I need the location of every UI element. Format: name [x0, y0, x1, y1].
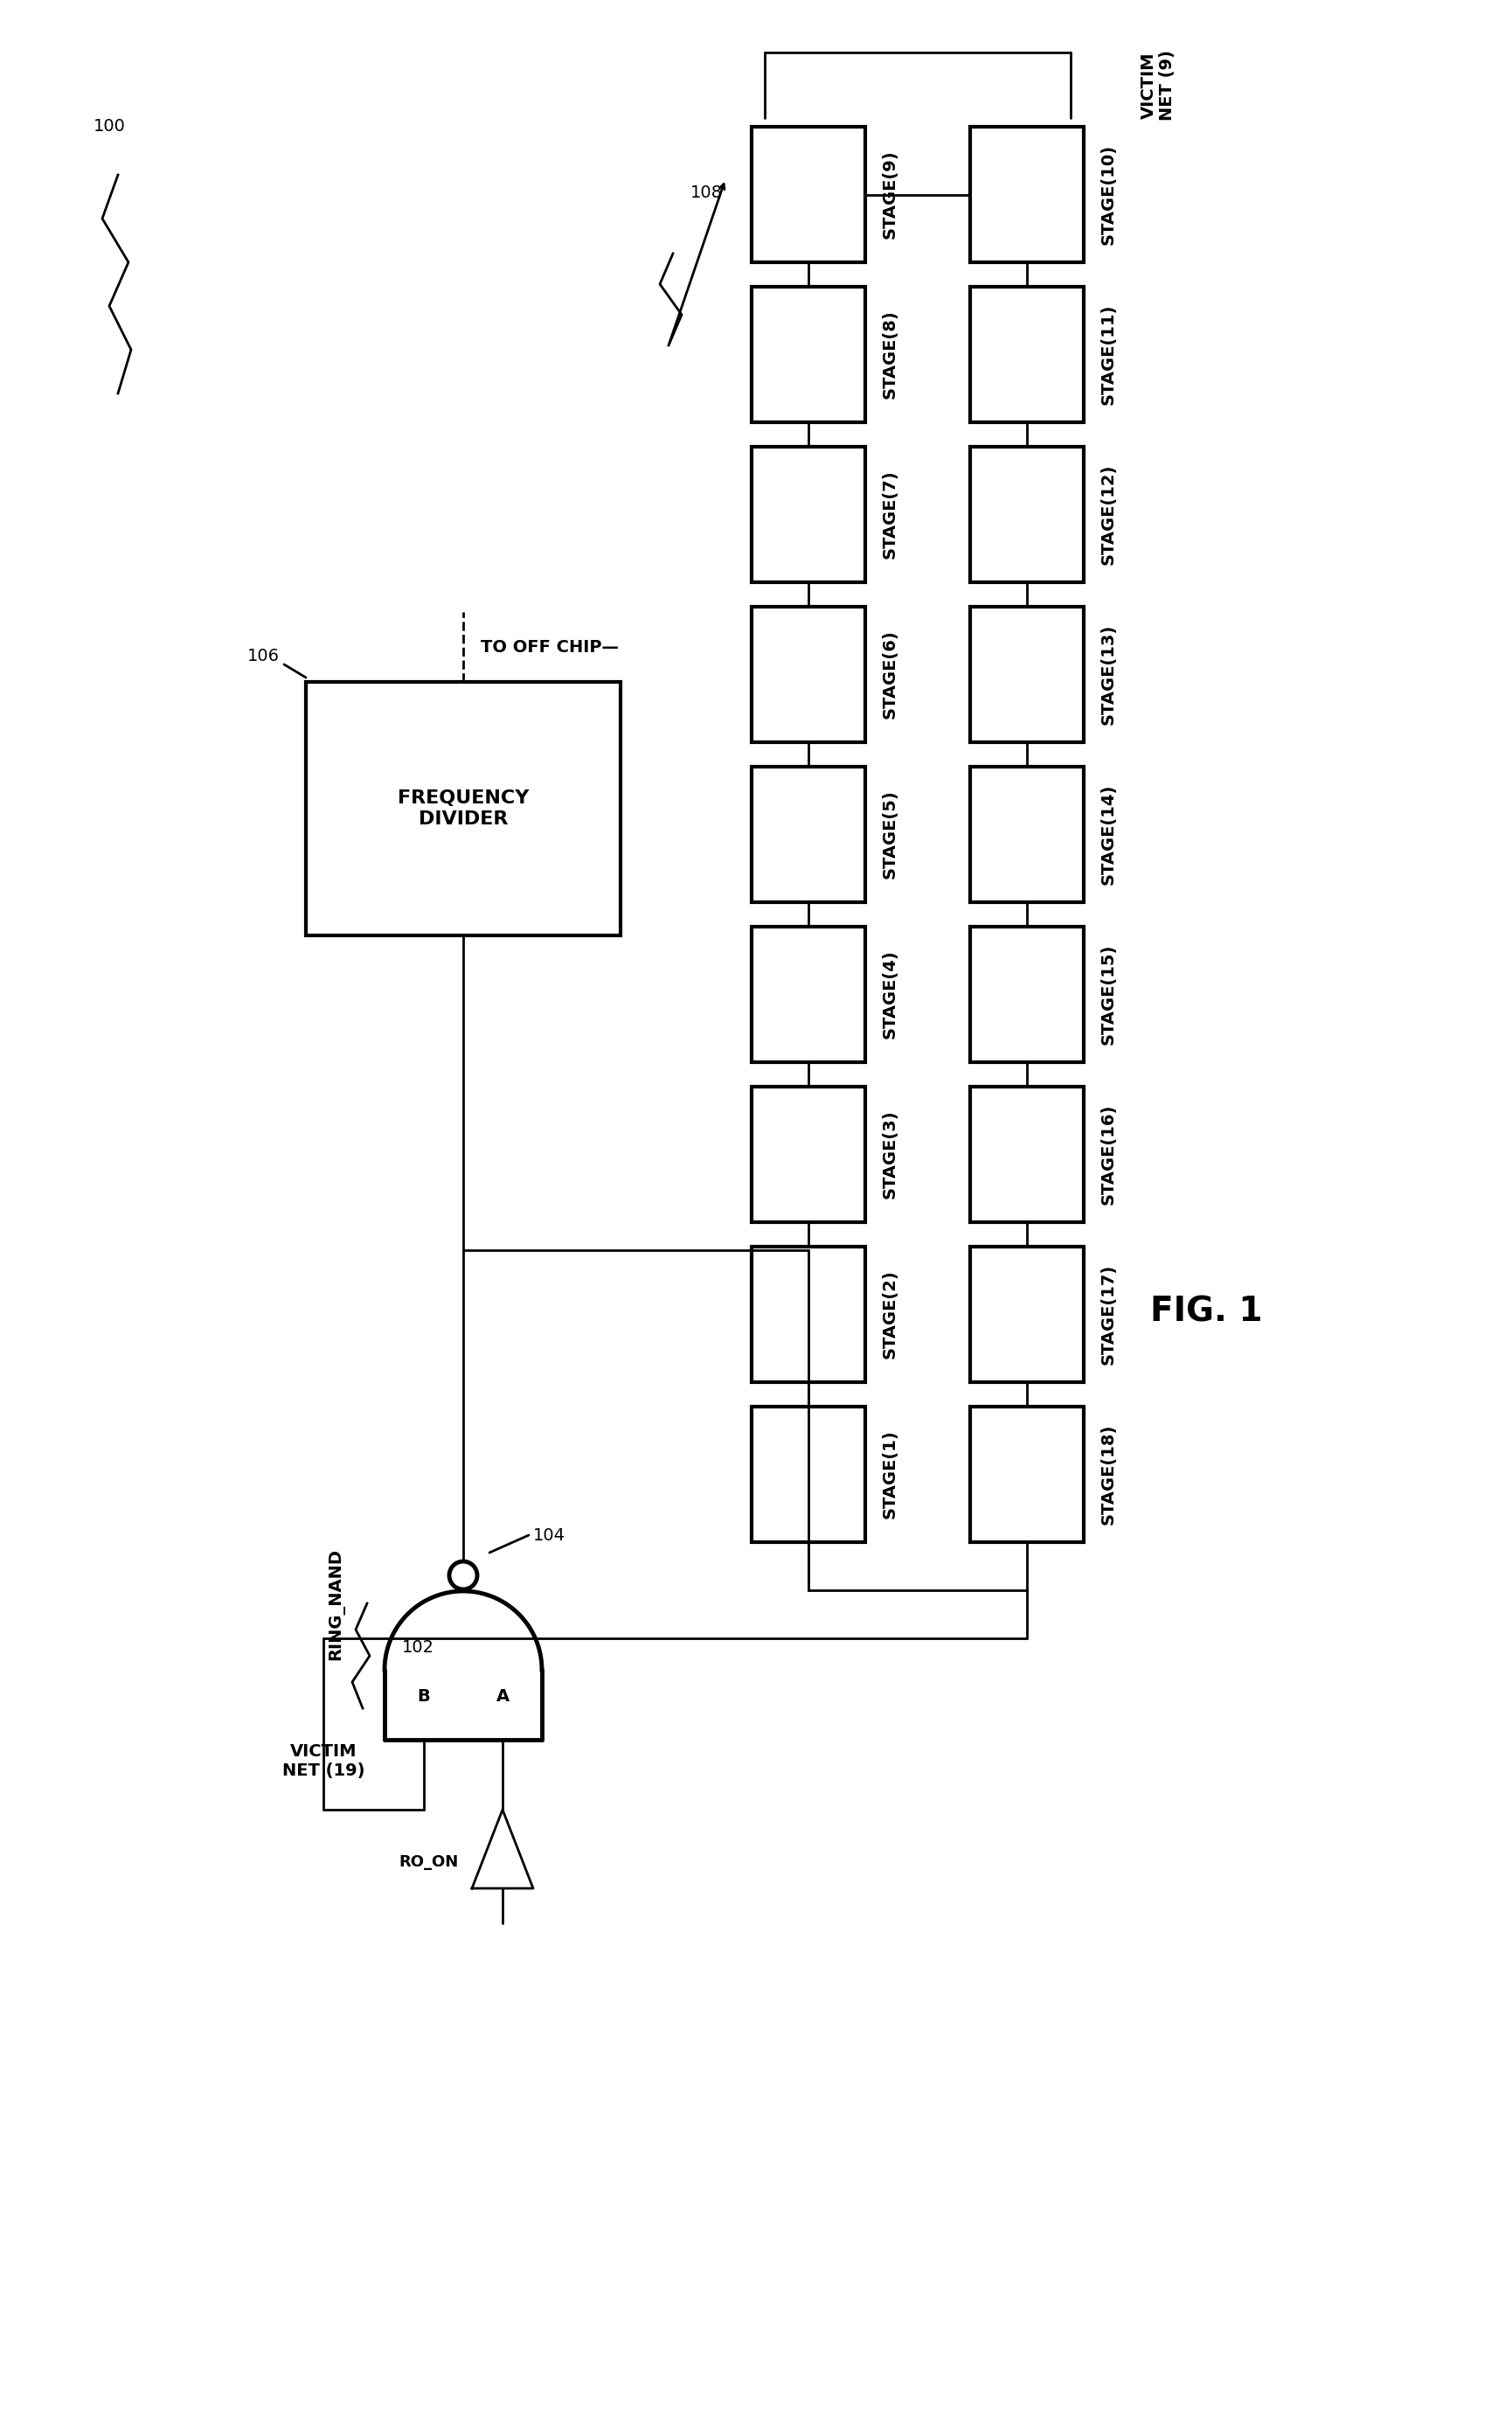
Text: STAGE(14): STAGE(14)	[1099, 783, 1116, 886]
Text: RING_NAND: RING_NAND	[328, 1547, 345, 1659]
FancyBboxPatch shape	[969, 448, 1083, 581]
Text: 100: 100	[94, 119, 125, 136]
FancyBboxPatch shape	[305, 681, 620, 934]
Text: STAGE(6): STAGE(6)	[881, 630, 898, 718]
FancyBboxPatch shape	[751, 127, 865, 263]
FancyBboxPatch shape	[969, 1406, 1083, 1543]
Text: 106: 106	[246, 647, 280, 664]
Text: TO OFF CHIP—: TO OFF CHIP—	[481, 637, 618, 654]
FancyBboxPatch shape	[751, 1406, 865, 1543]
FancyBboxPatch shape	[751, 766, 865, 903]
Text: STAGE(9): STAGE(9)	[881, 151, 898, 238]
Text: STAGE(1): STAGE(1)	[881, 1431, 898, 1518]
Text: 108: 108	[689, 185, 723, 200]
Text: STAGE(3): STAGE(3)	[881, 1109, 898, 1199]
FancyBboxPatch shape	[751, 1088, 865, 1221]
FancyBboxPatch shape	[751, 1246, 865, 1382]
Text: FREQUENCY
DIVIDER: FREQUENCY DIVIDER	[398, 791, 529, 827]
FancyBboxPatch shape	[751, 287, 865, 423]
Text: STAGE(13): STAGE(13)	[1099, 625, 1116, 725]
FancyBboxPatch shape	[751, 448, 865, 581]
FancyBboxPatch shape	[751, 606, 865, 742]
Text: STAGE(10): STAGE(10)	[1099, 144, 1116, 246]
FancyBboxPatch shape	[969, 766, 1083, 903]
FancyBboxPatch shape	[751, 927, 865, 1063]
FancyBboxPatch shape	[969, 127, 1083, 263]
FancyBboxPatch shape	[969, 927, 1083, 1063]
FancyBboxPatch shape	[969, 1088, 1083, 1221]
Text: STAGE(11): STAGE(11)	[1099, 304, 1116, 404]
Text: STAGE(4): STAGE(4)	[881, 949, 898, 1039]
Text: VICTIM
NET (9): VICTIM NET (9)	[1140, 51, 1175, 122]
FancyBboxPatch shape	[969, 606, 1083, 742]
Text: FIG. 1: FIG. 1	[1149, 1294, 1261, 1328]
FancyBboxPatch shape	[969, 1246, 1083, 1382]
Text: VICTIM
NET (19): VICTIM NET (19)	[281, 1742, 364, 1779]
Text: STAGE(15): STAGE(15)	[1099, 944, 1116, 1044]
FancyBboxPatch shape	[969, 287, 1083, 423]
Text: RO_ON: RO_ON	[399, 1854, 458, 1871]
Text: STAGE(7): STAGE(7)	[881, 470, 898, 560]
Text: STAGE(16): STAGE(16)	[1099, 1105, 1116, 1204]
Text: 102: 102	[402, 1640, 434, 1654]
Text: B: B	[417, 1689, 429, 1706]
Text: STAGE(5): STAGE(5)	[881, 791, 898, 878]
Text: 104: 104	[532, 1528, 565, 1543]
Text: STAGE(8): STAGE(8)	[881, 309, 898, 399]
Text: STAGE(18): STAGE(18)	[1099, 1423, 1116, 1525]
Text: STAGE(12): STAGE(12)	[1099, 465, 1116, 564]
Text: STAGE(17): STAGE(17)	[1099, 1265, 1116, 1365]
Text: STAGE(2): STAGE(2)	[881, 1270, 898, 1360]
Text: A: A	[496, 1689, 510, 1706]
